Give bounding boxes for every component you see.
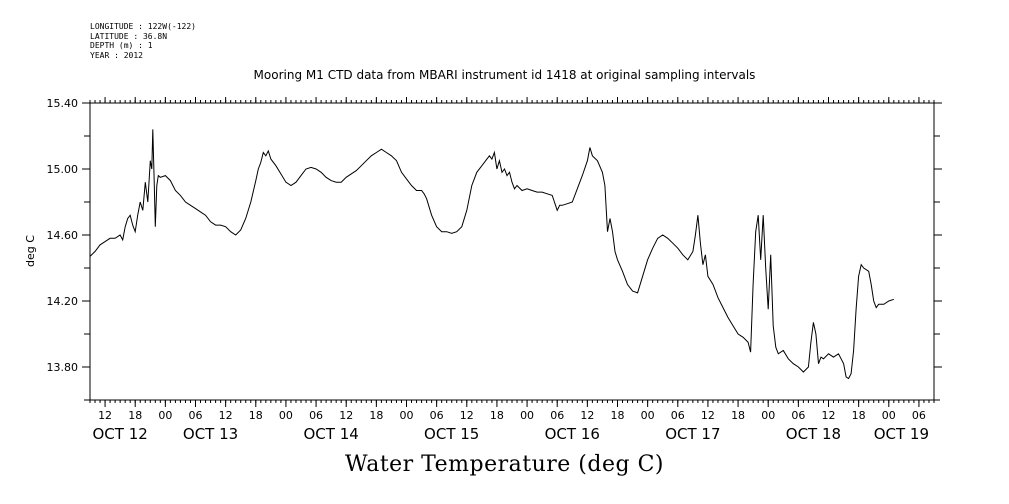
- x-hour-label: 06: [671, 409, 685, 422]
- y-tick-label: 14.60: [47, 229, 79, 242]
- x-hour-label: 12: [460, 409, 474, 422]
- x-hour-label: 18: [249, 409, 263, 422]
- y-tick-label: 13.80: [47, 361, 79, 374]
- x-hour-label: 06: [912, 409, 926, 422]
- x-hour-label: 12: [98, 409, 112, 422]
- x-hour-label: 12: [219, 409, 233, 422]
- tick-marks: [82, 97, 942, 407]
- y-tick-label: 14.20: [47, 295, 79, 308]
- y-tick-label: 15.40: [47, 97, 79, 110]
- x-hour-label: 12: [701, 409, 715, 422]
- x-day-label: OCT 16: [545, 425, 600, 443]
- x-day-label: OCT 19: [874, 425, 929, 443]
- x-hour-label: 06: [430, 409, 444, 422]
- x-hour-label: 00: [882, 409, 896, 422]
- depth-label: DEPTH (m) : 1: [90, 41, 153, 50]
- x-hour-label: 06: [791, 409, 805, 422]
- x-hour-label: 00: [520, 409, 534, 422]
- metadata-block: LONGITUDE : 122W(-122) LATITUDE : 36.8N …: [90, 22, 196, 60]
- x-hour-label: 12: [339, 409, 353, 422]
- y-tick-labels: 13.80 14.20 14.60 15.00 15.40: [47, 97, 79, 374]
- x-hour-label: 00: [158, 409, 172, 422]
- x-day-label: OCT 17: [665, 425, 720, 443]
- chart-title: Mooring M1 CTD data from MBARI instrumen…: [253, 68, 756, 82]
- y-tick-label: 15.00: [47, 163, 79, 176]
- plot-frame: [89, 102, 935, 401]
- x-hour-label: 06: [550, 409, 564, 422]
- x-day-label: OCT 12: [92, 425, 147, 443]
- x-hour-label: 06: [309, 409, 323, 422]
- x-hour-label: 18: [369, 409, 383, 422]
- x-axis-title: Water Temperature (deg C): [345, 452, 664, 477]
- y-axis-label: deg C: [24, 235, 37, 267]
- x-hour-label: 18: [611, 409, 625, 422]
- longitude-label: LONGITUDE : 122W(-122): [90, 22, 196, 31]
- x-day-label: OCT 13: [183, 425, 238, 443]
- x-tick-labels: 12 18 00 06 12 18 00 06 12 18 00 06 12 18 00 06 12 18 00 06…: [92, 409, 929, 443]
- x-day-label: OCT 15: [424, 425, 479, 443]
- x-hour-label: 00: [641, 409, 655, 422]
- x-hour-label: 18: [490, 409, 504, 422]
- x-hour-label: 12: [580, 409, 594, 422]
- x-day-label: OCT 18: [786, 425, 841, 443]
- x-day-label: OCT 14: [303, 425, 358, 443]
- x-hour-label: 06: [189, 409, 203, 422]
- latitude-label: LATITUDE : 36.8N: [90, 31, 168, 41]
- year-label: YEAR : 2012: [90, 50, 143, 60]
- x-hour-label: 18: [852, 409, 866, 422]
- x-hour-label: 00: [279, 409, 293, 422]
- x-hour-label: 00: [400, 409, 414, 422]
- x-hour-label: 18: [128, 409, 142, 422]
- x-hour-label: 18: [731, 409, 745, 422]
- temperature-series-line: [89, 129, 894, 380]
- x-hour-label: 12: [822, 409, 836, 422]
- x-hour-label: 00: [761, 409, 775, 422]
